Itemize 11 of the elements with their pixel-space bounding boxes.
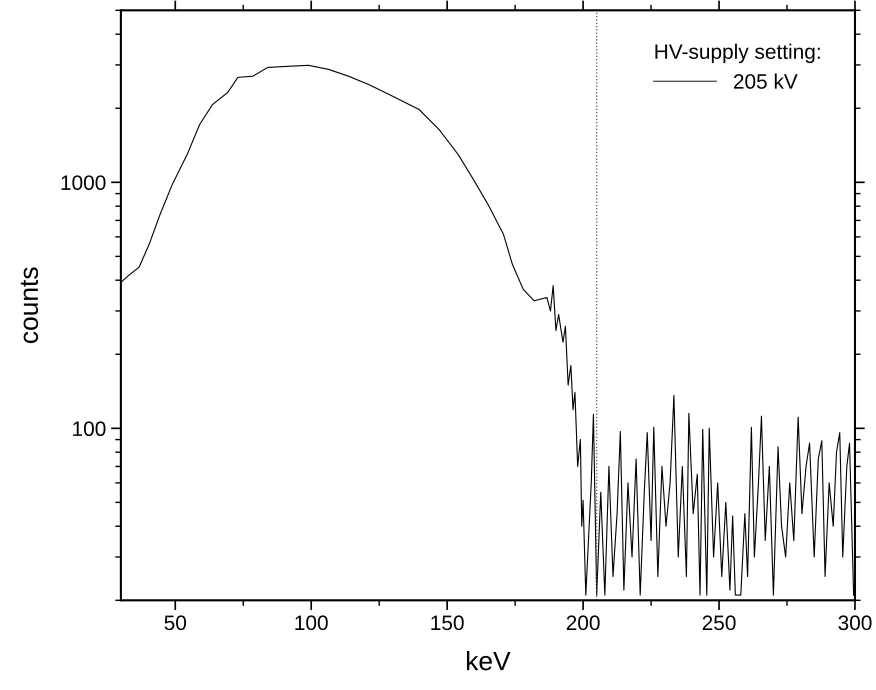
x-tick-label: 300 <box>838 615 872 630</box>
legend-title: HV-supply setting: <box>655 44 820 64</box>
x-tick-label: 200 <box>566 615 600 630</box>
text: 205 kV <box>734 74 798 89</box>
x-tick-label: 100 <box>295 615 328 630</box>
x-tick-label: 150 <box>431 615 464 630</box>
y-tick-label: 1000 <box>62 175 106 190</box>
x-axis-title: keV <box>466 650 511 670</box>
y-axis-title: counts <box>20 267 38 344</box>
x-tick-label: 250 <box>702 615 736 630</box>
x-tick-label: 50 <box>164 615 186 630</box>
